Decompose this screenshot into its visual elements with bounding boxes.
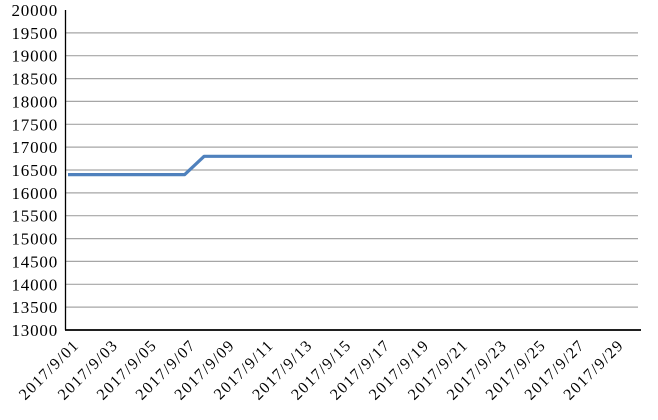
y-tick-label: 19500 bbox=[12, 24, 59, 43]
y-tick-label: 16500 bbox=[12, 161, 59, 180]
y-tick-label: 20000 bbox=[12, 1, 59, 20]
y-tick-label: 13000 bbox=[12, 321, 59, 340]
y-tick-label: 18500 bbox=[12, 70, 59, 89]
y-tick-label: 18000 bbox=[12, 92, 59, 111]
y-tick-label: 15000 bbox=[12, 230, 59, 249]
y-tick-label: 17500 bbox=[12, 115, 59, 134]
y-tick-label: 16000 bbox=[12, 184, 59, 203]
y-tick-label: 15500 bbox=[12, 207, 59, 226]
y-tick-label: 19000 bbox=[12, 47, 59, 66]
y-tick-label: 17000 bbox=[12, 138, 59, 157]
series-line bbox=[68, 154, 632, 177]
y-tick-label: 14000 bbox=[12, 275, 59, 294]
y-tick-label: 14500 bbox=[12, 252, 59, 271]
y-tick-label: 13500 bbox=[12, 298, 59, 317]
